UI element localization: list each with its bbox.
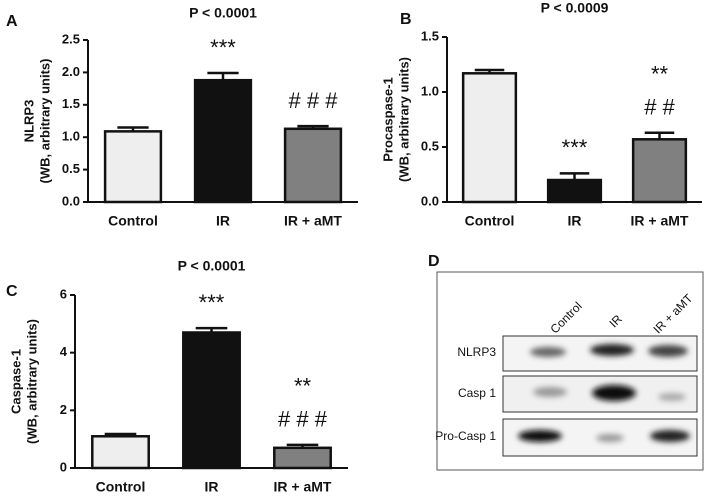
bar: [546, 178, 603, 204]
y-tick-label: 0.5: [421, 138, 439, 153]
y-tick-label: 2.5: [62, 31, 80, 46]
significance-mark: **: [651, 62, 669, 87]
row-label: Pro-Casp 1: [435, 429, 496, 443]
x-tick-label: Control: [96, 479, 146, 495]
chart-title: P < 0.0001: [178, 258, 246, 274]
x-tick-label: IR: [568, 213, 582, 229]
blot-strips: [502, 335, 698, 457]
bar: [631, 138, 688, 204]
bar: [283, 127, 343, 204]
y-axis-label: (WB, arbitrary units): [396, 57, 411, 182]
lane-label: IR + aMT: [650, 291, 695, 336]
y-tick-label: 6: [60, 286, 67, 301]
y-axis-label: (WB, arbitrary units): [37, 59, 52, 184]
x-tick-label: IR + aMT: [631, 213, 689, 229]
significance-mark: ***: [210, 35, 236, 60]
panel-label: A: [6, 13, 18, 30]
y-axis-label: (WB, arbitrary units): [24, 319, 39, 444]
bar: [461, 72, 518, 204]
significance-mark: # #: [644, 95, 675, 120]
chart-title: P < 0.0009: [541, 0, 609, 16]
row-label: NLRP3: [457, 345, 496, 359]
significance-mark: ***: [562, 135, 588, 160]
x-tick-label: IR + aMT: [284, 213, 342, 229]
y-tick-label: 0.0: [62, 193, 80, 208]
y-tick-label: 0.0: [421, 193, 439, 208]
y-tick-label: 2.0: [62, 64, 80, 79]
significance-mark: **: [294, 374, 312, 399]
y-axis-label: NLRP3: [21, 100, 36, 143]
y-tick-label: 1.5: [421, 28, 439, 43]
significance-mark: # # #: [278, 407, 328, 432]
x-tick-label: Control: [108, 213, 158, 229]
lane-label: IR: [606, 312, 625, 331]
blot-frame: [436, 271, 704, 471]
chart-title: P < 0.0001: [189, 5, 257, 21]
bar: [91, 435, 150, 470]
lane-label: Control: [547, 299, 584, 336]
bar: [273, 446, 332, 470]
x-tick-label: IR + aMT: [274, 479, 332, 495]
y-tick-label: 4: [60, 344, 68, 359]
y-tick-label: 1.5: [62, 96, 80, 111]
y-tick-label: 0: [60, 459, 67, 474]
bar: [182, 331, 241, 470]
x-tick-label: IR: [216, 213, 230, 229]
y-axis-label: Caspase-1: [8, 349, 23, 414]
y-axis-label: Procaspase-1: [380, 77, 395, 162]
row-label: Casp 1: [458, 386, 496, 400]
panel-label: D: [428, 253, 440, 270]
x-tick-label: IR: [205, 479, 219, 495]
panel-label: B: [400, 11, 412, 28]
y-tick-label: 0.5: [62, 161, 80, 176]
bar: [103, 130, 163, 204]
x-tick-label: Control: [465, 213, 515, 229]
y-tick-label: 2: [60, 402, 67, 417]
significance-mark: # # #: [289, 88, 339, 113]
y-tick-label: 1.0: [421, 83, 439, 98]
y-tick-label: 1.0: [62, 129, 80, 144]
significance-mark: ***: [199, 290, 225, 315]
panel-label: C: [6, 283, 18, 300]
bar: [193, 78, 253, 204]
